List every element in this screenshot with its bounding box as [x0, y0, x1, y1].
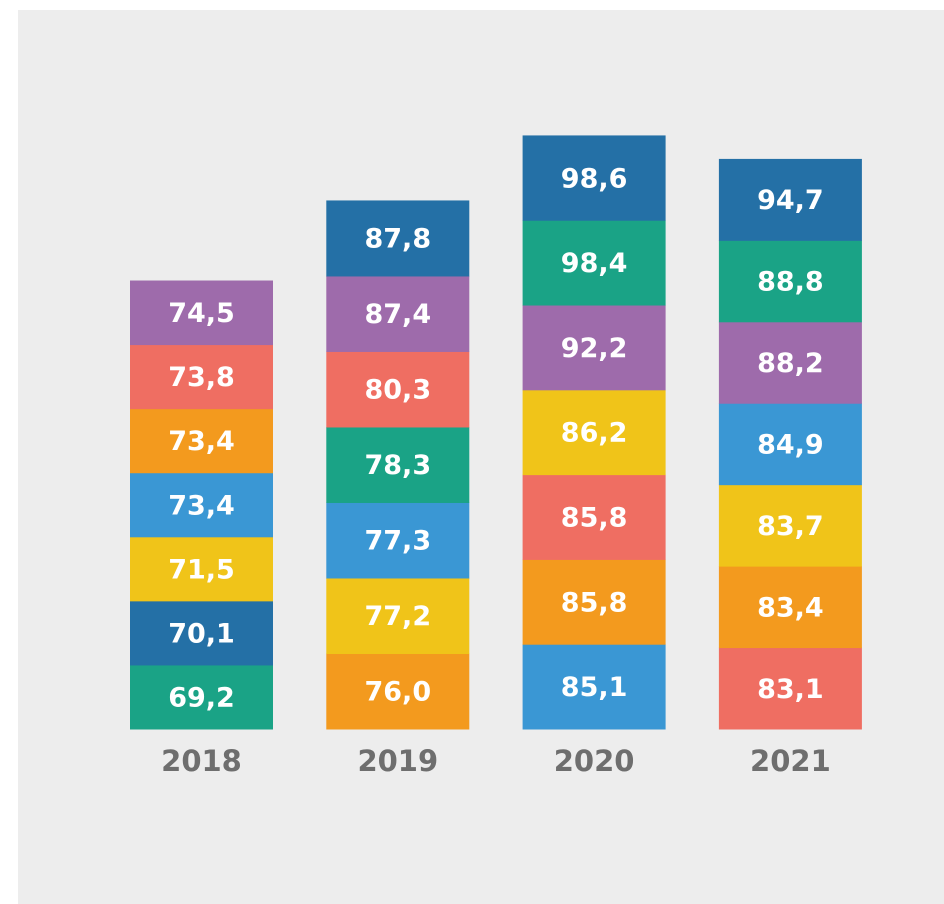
value-label: 77,2: [364, 601, 431, 632]
block: [130, 344, 273, 410]
value-label: 85,8: [561, 587, 628, 618]
value-label: 69,2: [168, 682, 235, 713]
value-label: 84,9: [757, 429, 824, 460]
value-label: 88,8: [757, 267, 824, 298]
value-label: 74,5: [168, 298, 235, 329]
block: [522, 220, 666, 306]
block: [522, 474, 666, 560]
value-label: 85,8: [561, 503, 628, 534]
value-label: 73,4: [168, 426, 235, 457]
block: [130, 536, 273, 602]
block: [130, 408, 273, 474]
block: [718, 484, 862, 567]
block: [130, 600, 273, 666]
x-tick-label: 2019: [357, 744, 438, 778]
value-label: 77,3: [364, 526, 431, 557]
value-label: 80,3: [364, 375, 431, 406]
x-tick-label: 2020: [554, 744, 635, 778]
value-label: 83,4: [757, 592, 824, 623]
block: [326, 426, 470, 503]
x-tick-label: 2021: [750, 744, 831, 778]
block: [130, 472, 273, 538]
block: [326, 351, 470, 428]
value-label: 94,7: [757, 185, 824, 216]
block: [522, 559, 666, 645]
block: [326, 502, 470, 579]
value-label: 98,6: [561, 163, 628, 194]
value-label: 98,4: [561, 248, 628, 279]
value-label: 73,8: [168, 362, 235, 393]
value-label: 87,4: [364, 299, 431, 330]
x-tick-label: 2018: [161, 744, 242, 778]
block: [718, 321, 862, 404]
value-label: 78,3: [364, 450, 431, 481]
block: [522, 389, 666, 476]
value-label: 92,2: [561, 333, 628, 364]
block: [718, 403, 862, 486]
block: [718, 647, 862, 730]
block: [326, 653, 470, 730]
value-label: 86,2: [561, 418, 628, 449]
block: [522, 644, 666, 730]
value-label: 88,2: [757, 348, 824, 379]
block: [326, 577, 470, 654]
block: [522, 305, 666, 391]
value-label: 70,1: [168, 618, 235, 649]
block: [130, 280, 273, 346]
value-label: 87,8: [364, 224, 431, 255]
value-label: 83,1: [757, 674, 824, 705]
block: [718, 240, 862, 323]
value-label: 76,0: [364, 677, 431, 708]
block: [130, 664, 273, 730]
block: [326, 200, 470, 277]
value-label: 73,4: [168, 490, 235, 521]
block: [718, 566, 862, 649]
block: [718, 158, 862, 241]
block: [326, 275, 470, 352]
value-label: 71,5: [168, 554, 235, 585]
value-label: 85,1: [561, 672, 628, 703]
value-label: 83,7: [757, 511, 824, 542]
block: [522, 135, 666, 221]
